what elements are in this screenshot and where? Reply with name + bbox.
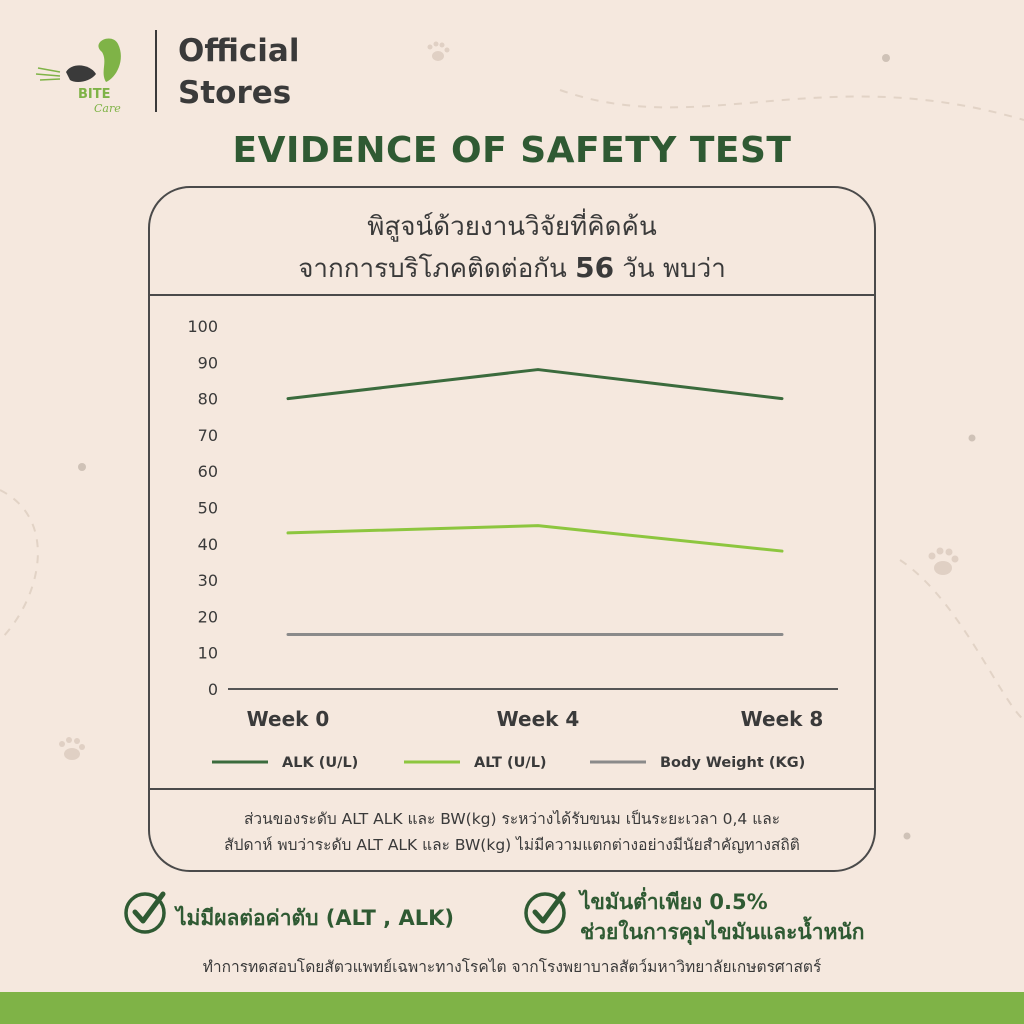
series-line-1	[286, 524, 784, 553]
y-tick-label: 70	[198, 426, 218, 445]
y-tick-label: 90	[198, 353, 218, 372]
heading-days-number: 56	[575, 251, 615, 284]
heading-line-1: พิสูจน์ด้วยงานวิจัยที่คิดค้น	[367, 212, 657, 242]
badge-fat-line-1: ไขมันต่ำเพียง 0.5%	[580, 890, 768, 914]
series-line-0	[286, 368, 784, 401]
x-tick-label: Week 4	[497, 707, 580, 731]
bottom-note: ทำการทดสอบโดยสัตวแพทย์เฉพาะทางโรคไต จากโ…	[202, 958, 822, 976]
page-title: EVIDENCE OF SAFETY TEST	[232, 130, 792, 171]
y-tick-label: 20	[198, 607, 218, 626]
svg-text:BITE: BITE	[78, 87, 111, 102]
y-tick-label: 100	[187, 317, 218, 336]
footnote-line-2: สัปดาห์ พบว่าระดับ ALT ALK และ BW(kg) ไม…	[224, 836, 800, 854]
x-tick-label: Week 0	[247, 707, 330, 731]
y-tick-label: 60	[198, 462, 218, 481]
y-tick-label: 40	[198, 535, 218, 554]
heading-prefix: จากการบริโภคติดต่อกัน	[298, 254, 567, 284]
check-circle-icon	[124, 891, 166, 934]
y-tick-label: 30	[198, 571, 218, 590]
brand-logo: BITE Care	[35, 38, 121, 115]
card-footnote: ส่วนของระดับ ALT ALK และ BW(kg) ระหว่างไ…	[150, 788, 874, 870]
stores-label: Stores	[178, 75, 292, 111]
heading-line-2: จากการบริโภคติดต่อกัน 56 วัน พบว่า	[150, 248, 874, 289]
legend-label: ALT (U/L)	[474, 755, 547, 771]
y-tick-label: 50	[198, 499, 218, 518]
card-heading: พิสูจน์ด้วยงานวิจัยที่คิดค้น จากการบริโภ…	[150, 188, 874, 296]
check-circle-icon	[524, 891, 566, 934]
line-chart: 0 10 20 30 40 50 60 70 80 90 100 Week 0 Week 4 Week 8…	[187, 317, 838, 771]
heading-suffix: วัน พบว่า	[622, 254, 726, 284]
badge-liver-text: ไม่มีผลต่อค่าตับ (ALT , ALK)	[176, 906, 454, 930]
badge-fat-line-2: ช่วยในการคุมไขมันและน้ำหนัก	[580, 920, 865, 944]
svg-text:Care: Care	[94, 102, 121, 115]
legend-label: Body Weight (KG)	[660, 755, 805, 771]
logo-divider	[155, 30, 157, 112]
y-tick-label: 10	[198, 644, 218, 663]
bottom-accent-bar	[0, 992, 1024, 1024]
y-tick-label: 80	[198, 390, 218, 409]
footnote-line-1: ส่วนของระดับ ALT ALK และ BW(kg) ระหว่างไ…	[243, 810, 781, 828]
x-tick-label: Week 8	[741, 707, 824, 731]
y-tick-label: 0	[208, 680, 218, 699]
official-label: Official	[178, 33, 300, 69]
legend-label: ALK (U/L)	[282, 755, 358, 771]
safety-test-card: พิสูจน์ด้วยงานวิจัยที่คิดค้น จากการบริโภ…	[148, 186, 876, 872]
